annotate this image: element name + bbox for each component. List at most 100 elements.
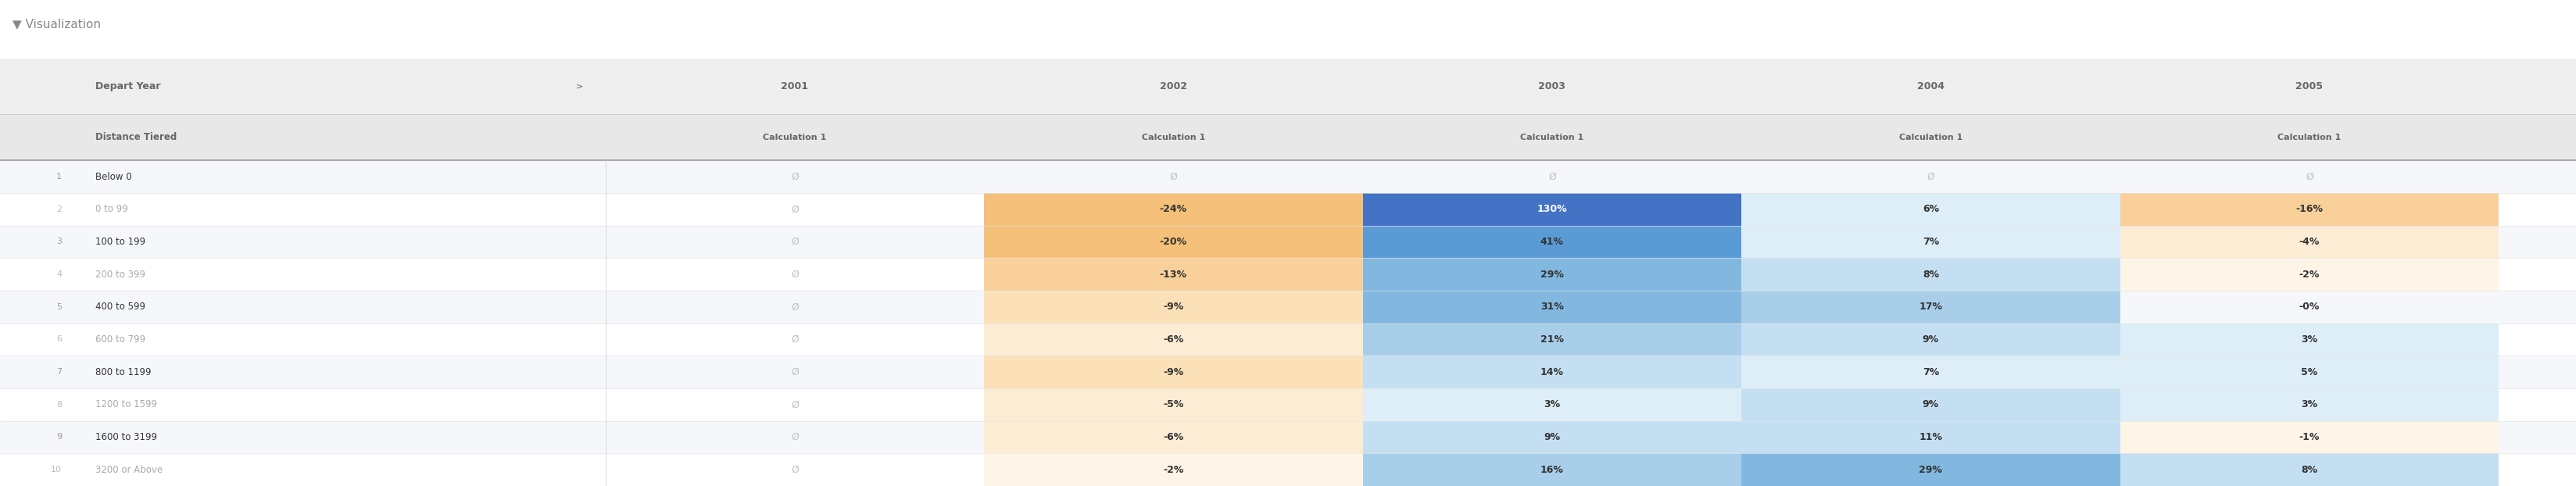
- Text: -9%: -9%: [1164, 367, 1182, 377]
- Bar: [0, 323, 2576, 356]
- Text: 2: 2: [57, 205, 62, 213]
- Bar: [984, 453, 1363, 486]
- Text: 1: 1: [57, 173, 62, 181]
- Text: Depart Year: Depart Year: [95, 81, 160, 91]
- Text: 2005: 2005: [2295, 81, 2324, 91]
- Text: 29%: 29%: [1919, 465, 1942, 475]
- Text: 2001: 2001: [781, 81, 809, 91]
- Text: 5%: 5%: [2300, 367, 2318, 377]
- Text: 2003: 2003: [1538, 81, 1566, 91]
- Text: 130%: 130%: [1538, 204, 1566, 214]
- Text: 2002: 2002: [1159, 81, 1188, 91]
- Text: Below 0: Below 0: [95, 172, 131, 182]
- Bar: [1363, 291, 1741, 323]
- Bar: [1741, 323, 2120, 356]
- Text: 10: 10: [52, 466, 62, 474]
- Text: -9%: -9%: [1164, 302, 1182, 312]
- Bar: [984, 258, 1363, 291]
- Text: 11%: 11%: [1919, 432, 1942, 442]
- Text: 9%: 9%: [1922, 399, 1940, 410]
- Text: -6%: -6%: [1164, 432, 1182, 442]
- Text: -1%: -1%: [2298, 432, 2321, 442]
- Bar: [2120, 258, 2499, 291]
- Bar: [1741, 421, 2120, 453]
- Text: -2%: -2%: [2298, 269, 2321, 279]
- Text: 9: 9: [57, 433, 62, 441]
- Bar: [1363, 421, 1741, 453]
- Text: 7%: 7%: [1922, 237, 1940, 247]
- Text: -4%: -4%: [2298, 237, 2321, 247]
- Bar: [1741, 388, 2120, 421]
- Text: -24%: -24%: [1159, 204, 1188, 214]
- Bar: [2120, 421, 2499, 453]
- Text: Calculation 1: Calculation 1: [762, 133, 827, 141]
- Bar: [1363, 356, 1741, 388]
- Text: -13%: -13%: [1159, 269, 1188, 279]
- Bar: [984, 356, 1363, 388]
- Text: Calculation 1: Calculation 1: [2277, 133, 2342, 141]
- Bar: [0, 388, 2576, 421]
- Text: 6: 6: [57, 335, 62, 344]
- Text: 3: 3: [57, 238, 62, 246]
- Text: Calculation 1: Calculation 1: [1899, 133, 1963, 141]
- Bar: [984, 388, 1363, 421]
- Bar: [1741, 453, 2120, 486]
- Bar: [984, 323, 1363, 356]
- Text: Ø: Ø: [791, 302, 799, 312]
- Bar: [984, 421, 1363, 453]
- Bar: [0, 160, 2576, 193]
- Text: Ø: Ø: [1927, 172, 1935, 182]
- Text: -16%: -16%: [2295, 204, 2324, 214]
- Text: Ø: Ø: [791, 269, 799, 279]
- Bar: [984, 226, 1363, 258]
- Bar: [0, 58, 2576, 114]
- Text: 3%: 3%: [1543, 399, 1561, 410]
- Text: 8%: 8%: [1922, 269, 1940, 279]
- Text: 3%: 3%: [2300, 399, 2318, 410]
- Text: 3%: 3%: [2300, 334, 2318, 345]
- Text: >: >: [577, 82, 582, 90]
- Text: Ø: Ø: [791, 172, 799, 182]
- Text: Ø: Ø: [791, 367, 799, 377]
- Bar: [984, 193, 1363, 226]
- Text: ▼ Visualization: ▼ Visualization: [13, 18, 100, 30]
- Text: 600 to 799: 600 to 799: [95, 334, 144, 345]
- Text: Ø: Ø: [791, 334, 799, 345]
- Bar: [0, 114, 2576, 160]
- Bar: [0, 421, 2576, 453]
- Text: 8%: 8%: [2300, 465, 2318, 475]
- Text: -20%: -20%: [1159, 237, 1188, 247]
- Text: Ø: Ø: [791, 465, 799, 475]
- Bar: [0, 291, 2576, 323]
- Bar: [2120, 226, 2499, 258]
- Text: 7%: 7%: [1922, 367, 1940, 377]
- Bar: [2120, 323, 2499, 356]
- Text: 1200 to 1599: 1200 to 1599: [95, 399, 157, 410]
- Text: 1600 to 3199: 1600 to 3199: [95, 432, 157, 442]
- Bar: [2120, 388, 2499, 421]
- Text: 100 to 199: 100 to 199: [95, 237, 144, 247]
- Text: Ø: Ø: [1548, 172, 1556, 182]
- Bar: [1741, 193, 2120, 226]
- Text: Ø: Ø: [791, 204, 799, 214]
- Bar: [1741, 291, 2120, 323]
- Text: 200 to 399: 200 to 399: [95, 269, 144, 279]
- Text: 31%: 31%: [1540, 302, 1564, 312]
- Text: 4: 4: [57, 270, 62, 278]
- Text: 8: 8: [57, 400, 62, 409]
- Bar: [1363, 453, 1741, 486]
- Bar: [0, 193, 2576, 226]
- Text: 9%: 9%: [1922, 334, 1940, 345]
- Text: -2%: -2%: [1162, 465, 1185, 475]
- Bar: [2120, 453, 2499, 486]
- Text: Distance Tiered: Distance Tiered: [95, 132, 178, 142]
- Text: 17%: 17%: [1919, 302, 1942, 312]
- Text: 7: 7: [57, 368, 62, 376]
- Bar: [1741, 226, 2120, 258]
- Text: 14%: 14%: [1540, 367, 1564, 377]
- Bar: [0, 453, 2576, 486]
- Bar: [1363, 258, 1741, 291]
- Text: 400 to 599: 400 to 599: [95, 302, 144, 312]
- Text: Ø: Ø: [791, 399, 799, 410]
- Text: Ø: Ø: [2306, 172, 2313, 182]
